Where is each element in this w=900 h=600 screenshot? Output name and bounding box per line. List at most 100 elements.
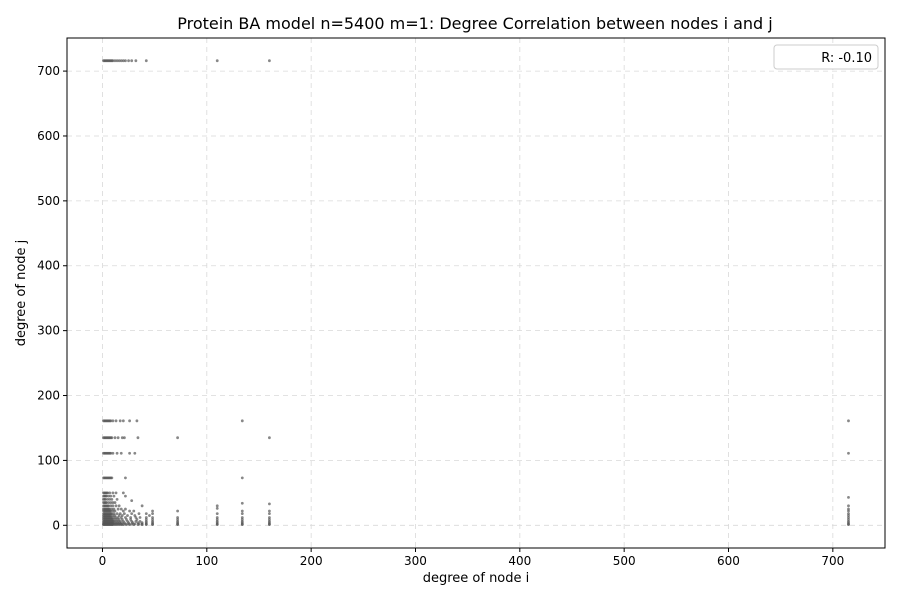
data-point xyxy=(121,419,125,423)
data-point xyxy=(151,523,154,527)
data-point xyxy=(130,59,134,63)
y-tick-label: 100 xyxy=(37,453,60,467)
data-point xyxy=(268,509,271,513)
x-tick-label: 500 xyxy=(613,554,636,568)
data-point xyxy=(240,516,244,519)
data-point xyxy=(847,507,850,511)
data-point xyxy=(107,494,111,498)
data-point xyxy=(134,520,138,523)
data-point xyxy=(115,497,119,501)
grid xyxy=(67,38,885,548)
data-point xyxy=(105,494,109,498)
data-point xyxy=(113,501,117,504)
data-point xyxy=(128,523,132,527)
data-point xyxy=(108,491,112,495)
y-tick-label: 400 xyxy=(37,259,60,273)
data-point xyxy=(268,512,271,516)
y-tick-label: 600 xyxy=(37,129,60,143)
data-point xyxy=(127,59,130,63)
data-point xyxy=(847,509,850,513)
data-point xyxy=(109,419,113,423)
data-point xyxy=(144,59,148,63)
data-point xyxy=(240,518,244,521)
data-point xyxy=(132,523,136,527)
data-point xyxy=(121,509,125,513)
data-point xyxy=(133,451,137,455)
data-point xyxy=(111,491,115,495)
x-tick-label: 100 xyxy=(195,554,218,568)
y-tick-label: 0 xyxy=(52,518,60,532)
data-point xyxy=(128,509,132,513)
data-point xyxy=(148,514,151,517)
data-point xyxy=(144,516,148,519)
data-point xyxy=(113,59,117,63)
data-point xyxy=(134,59,138,63)
data-point xyxy=(109,501,113,504)
y-tick-label: 500 xyxy=(37,194,60,208)
data-point xyxy=(106,497,110,501)
data-point xyxy=(121,523,125,527)
data-point xyxy=(119,59,123,63)
data-point xyxy=(106,491,110,495)
data-point xyxy=(215,59,219,63)
data-point xyxy=(151,509,154,513)
data-point xyxy=(117,59,121,63)
data-point xyxy=(130,512,134,516)
data-points xyxy=(102,59,850,527)
data-point xyxy=(215,507,219,510)
data-point xyxy=(114,419,118,423)
data-point xyxy=(124,494,127,498)
data-point xyxy=(124,59,127,63)
data-point xyxy=(144,512,148,516)
plot-frame xyxy=(66,37,886,549)
data-point xyxy=(268,436,271,440)
data-point xyxy=(115,451,119,455)
x-tick-label: 400 xyxy=(508,554,531,568)
data-point xyxy=(176,523,180,527)
data-point xyxy=(215,523,219,527)
data-point xyxy=(240,501,244,505)
data-point xyxy=(847,504,850,508)
data-point xyxy=(144,523,148,527)
data-point xyxy=(120,436,124,440)
data-point xyxy=(847,495,850,499)
data-point xyxy=(240,523,244,527)
data-point xyxy=(113,509,117,513)
data-point xyxy=(115,523,119,527)
data-point xyxy=(113,436,117,440)
legend-label: R: -0.10 xyxy=(821,51,872,66)
data-point xyxy=(215,518,219,521)
y-tick-label: 300 xyxy=(37,324,60,338)
data-point xyxy=(847,518,850,521)
chart-title: Protein BA model n=5400 m=1: Degree Corr… xyxy=(177,14,773,33)
data-point xyxy=(108,497,112,501)
data-point xyxy=(111,451,115,455)
data-point xyxy=(119,523,123,527)
data-point xyxy=(111,59,115,63)
data-point xyxy=(130,499,134,503)
data-point xyxy=(105,501,109,504)
data-point xyxy=(138,516,142,519)
data-point xyxy=(268,516,271,519)
data-point xyxy=(176,436,180,440)
data-point xyxy=(111,509,115,513)
data-point xyxy=(114,504,118,508)
data-point xyxy=(176,509,180,513)
x-tick-label: 700 xyxy=(821,554,844,568)
data-point xyxy=(140,523,144,527)
data-point xyxy=(111,419,115,423)
data-point xyxy=(140,504,144,508)
data-point xyxy=(112,494,116,498)
data-point xyxy=(126,514,129,517)
data-point xyxy=(847,419,850,423)
data-point xyxy=(110,497,114,501)
x-axis-label: degree of node i xyxy=(423,571,530,586)
data-point xyxy=(268,518,271,521)
data-point xyxy=(136,436,140,440)
data-point xyxy=(151,516,154,519)
data-point xyxy=(847,451,850,455)
data-point xyxy=(116,507,120,511)
data-point xyxy=(119,507,123,511)
data-point xyxy=(176,516,180,519)
